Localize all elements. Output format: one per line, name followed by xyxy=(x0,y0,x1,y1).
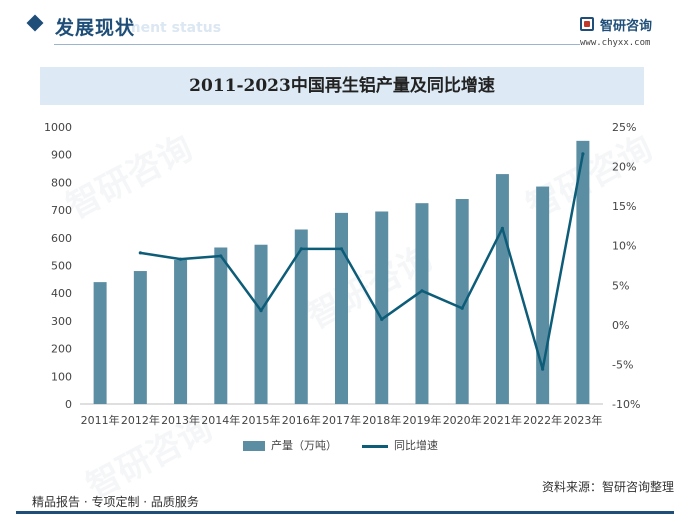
x-tick-label: 2012年 xyxy=(121,413,160,427)
bar-production xyxy=(415,203,429,404)
y-right-tick-label: 5% xyxy=(612,279,629,292)
source-note: 资料来源：智研咨询整理 xyxy=(541,480,674,494)
y-right-tick-label: 0% xyxy=(612,319,629,332)
diamond-icon xyxy=(26,14,44,32)
legend-label: 同比增速 xyxy=(394,439,438,452)
x-tick-label: 2018年 xyxy=(362,413,401,427)
chart-title-band: 2011-2023中国再生铝产量及同比增速 xyxy=(40,67,644,105)
x-tick-label: 2022年 xyxy=(523,413,562,427)
x-tick-label: 2014年 xyxy=(201,413,240,427)
chart-legend: 产量（万吨） 同比增速 xyxy=(0,436,690,456)
bar-production xyxy=(375,211,389,404)
bar-production xyxy=(93,282,107,404)
x-tick-label: 2011年 xyxy=(81,413,120,427)
y-left-tick-label: 800 xyxy=(51,176,72,189)
point-growth-rate xyxy=(138,251,142,255)
bar-production xyxy=(536,186,550,404)
page-header: ment status 发展现状 智研咨询 www.chyxx.com xyxy=(0,0,690,56)
y-left-tick-label: 400 xyxy=(51,287,72,300)
x-tick-label: 2019年 xyxy=(402,413,441,427)
point-growth-rate xyxy=(420,289,424,293)
chart-title: 2011-2023中国再生铝产量及同比增速 xyxy=(189,76,495,96)
brand-url[interactable]: www.chyxx.com xyxy=(580,38,651,48)
point-growth-rate xyxy=(460,306,464,310)
section-title: 发展现状 xyxy=(55,17,136,39)
point-growth-rate xyxy=(178,257,183,261)
point-growth-rate xyxy=(380,317,384,321)
point-growth-rate xyxy=(541,367,545,371)
y-left-tick-label: 200 xyxy=(51,343,72,356)
point-growth-rate xyxy=(219,254,223,258)
bar-production xyxy=(495,174,509,404)
x-tick-label: 2016年 xyxy=(282,413,321,427)
header-rule xyxy=(54,44,580,45)
y-right-tick-label: -10% xyxy=(612,398,640,411)
point-growth-rate xyxy=(500,226,505,230)
x-tick-label: 2023年 xyxy=(563,413,602,427)
y-right-tick-label: -5% xyxy=(612,358,633,371)
y-right-tick-label: 15% xyxy=(612,200,636,213)
bar-production xyxy=(294,229,308,404)
brand-logo-icon xyxy=(580,17,594,31)
x-tick-label: 2015年 xyxy=(242,413,281,427)
legend-swatch-bar xyxy=(243,441,265,451)
y-right-tick-label: 25% xyxy=(612,121,636,134)
y-left-tick-label: 900 xyxy=(51,149,72,162)
bar-production xyxy=(455,199,469,404)
legend-swatch-line xyxy=(362,445,388,448)
y-left-tick-label: 1000 xyxy=(44,121,72,134)
footer-slogan: 精品报告 · 专项定制 · 品质服务 xyxy=(32,495,199,509)
page-footer: 精品报告 · 专项定制 · 品质服务 xyxy=(0,486,690,522)
section-subtitle: ment status xyxy=(126,20,222,36)
bar-production xyxy=(335,212,348,404)
brand-name: 智研咨询 xyxy=(600,19,653,34)
bar-production xyxy=(576,140,590,404)
legend-label: 产量（万吨） xyxy=(271,439,337,452)
y-left-tick-label: 500 xyxy=(51,260,72,273)
point-growth-rate xyxy=(299,247,303,251)
x-tick-label: 2020年 xyxy=(443,413,482,427)
x-tick-label: 2017年 xyxy=(322,413,361,427)
bar-production xyxy=(133,271,147,404)
y-left-tick-label: 100 xyxy=(51,370,72,383)
x-tick-label: 2021年 xyxy=(483,413,522,427)
point-growth-rate xyxy=(581,152,585,156)
point-growth-rate xyxy=(339,247,344,251)
bar-production xyxy=(214,247,228,404)
y-right-tick-label: 20% xyxy=(612,161,636,174)
y-left-tick-label: 600 xyxy=(51,232,72,245)
y-left-tick-label: 0 xyxy=(65,398,72,411)
y-right-tick-label: 10% xyxy=(612,240,636,253)
y-left-tick-label: 700 xyxy=(51,204,72,217)
bar-production xyxy=(254,244,268,404)
y-left-tick-label: 300 xyxy=(51,315,72,328)
chart-canvas: 0 100 200 300 400 500 600 700 800 900 1000 -10% -5% 0… xyxy=(44,121,640,427)
footer-rule xyxy=(16,511,674,514)
point-growth-rate xyxy=(259,309,263,313)
bar-production xyxy=(174,259,188,404)
x-tick-label: 2013年 xyxy=(161,413,200,427)
line-growth-rate xyxy=(140,153,585,371)
